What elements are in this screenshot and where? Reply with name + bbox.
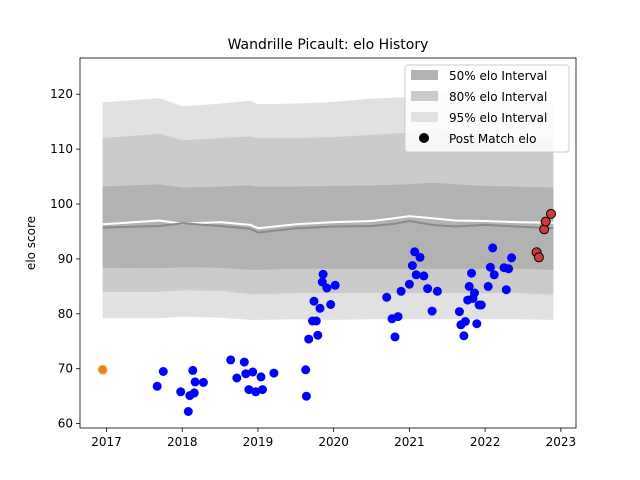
x-tick-label: 2021 xyxy=(394,435,425,449)
y-tick-label: 100 xyxy=(50,197,73,211)
match-point xyxy=(470,288,479,298)
match-point xyxy=(396,286,406,296)
x-tick-label: 2023 xyxy=(546,435,577,449)
match-point xyxy=(315,303,325,313)
x-tick-label: 2018 xyxy=(167,435,198,449)
match-point xyxy=(415,252,425,262)
match-point xyxy=(239,357,249,367)
match-point xyxy=(390,332,400,342)
x-tick-label: 2020 xyxy=(318,435,349,449)
match-point xyxy=(190,377,200,387)
match-point xyxy=(198,377,208,387)
match-point xyxy=(183,407,193,416)
legend-marker-post-match xyxy=(419,133,429,143)
recent-match-point xyxy=(540,216,551,227)
match-point xyxy=(244,385,254,395)
legend-label-95: 95% elo Interval xyxy=(449,111,547,125)
match-point xyxy=(476,300,486,310)
match-point xyxy=(501,285,511,295)
recent-match-point xyxy=(546,208,556,219)
match-point xyxy=(241,369,251,379)
match-point xyxy=(419,271,429,281)
match-point xyxy=(459,331,469,341)
y-axis: 60 70 80 90 100 110 120 xyxy=(50,87,80,431)
match-point xyxy=(411,270,421,280)
match-point xyxy=(393,312,403,322)
match-point xyxy=(311,316,321,326)
match-point xyxy=(326,300,336,309)
match-point xyxy=(483,281,493,291)
first-match-point xyxy=(97,364,108,375)
match-point xyxy=(472,319,482,329)
match-point xyxy=(507,253,517,263)
match-point xyxy=(158,367,168,376)
post-match-points xyxy=(97,208,556,416)
match-point xyxy=(427,306,437,316)
legend-swatch-95 xyxy=(411,112,438,122)
y-tick-label: 90 xyxy=(58,252,73,266)
y-tick-label: 120 xyxy=(50,87,73,101)
legend-swatch-80 xyxy=(411,91,438,101)
recent-match-point xyxy=(533,252,544,263)
match-point xyxy=(432,286,442,296)
match-point xyxy=(251,387,261,397)
match-point xyxy=(226,355,236,365)
match-point xyxy=(504,264,514,274)
match-point xyxy=(301,365,311,375)
y-tick-label: 60 xyxy=(58,417,73,431)
y-tick-label: 110 xyxy=(50,142,73,156)
match-point xyxy=(318,269,328,279)
match-point xyxy=(464,281,474,291)
y-tick-label: 70 xyxy=(58,362,73,376)
match-point xyxy=(460,317,470,326)
y-axis-label: elo score xyxy=(24,216,38,270)
match-point xyxy=(485,262,495,272)
match-point xyxy=(176,387,186,397)
axes-frame xyxy=(79,57,577,429)
match-point xyxy=(309,296,319,306)
legend-label-post-match: Post Match elo xyxy=(449,132,536,146)
legend: 50% elo Interval 80% elo Interval 95% el… xyxy=(404,64,570,153)
match-point xyxy=(330,280,340,290)
legend-swatch-50 xyxy=(411,70,438,80)
x-axis: 2017 2018 2019 2020 2021 2022 2023 xyxy=(91,428,576,449)
y-tick-label: 80 xyxy=(58,307,73,321)
match-point xyxy=(454,307,464,317)
match-point xyxy=(423,284,433,294)
match-point xyxy=(189,388,199,398)
x-tick-label: 2022 xyxy=(470,435,501,449)
match-point xyxy=(322,283,332,293)
match-point xyxy=(188,365,198,375)
x-tick-label: 2017 xyxy=(91,435,122,449)
match-point xyxy=(488,243,498,253)
match-point xyxy=(248,367,258,377)
legend-label-50: 50% elo Interval xyxy=(449,69,547,83)
match-point xyxy=(301,391,311,401)
x-tick-label: 2019 xyxy=(243,435,274,449)
chart-title: Wandrille Picault: elo History xyxy=(228,37,429,53)
match-point xyxy=(313,330,323,340)
match-point xyxy=(152,381,162,391)
match-point xyxy=(256,372,266,382)
match-point xyxy=(269,368,279,378)
mean-elo-line xyxy=(102,215,554,230)
legend-label-80: 80% elo Interval xyxy=(449,90,547,104)
match-point xyxy=(489,270,499,280)
match-point xyxy=(258,385,267,395)
match-point xyxy=(304,334,314,344)
match-point xyxy=(407,261,417,270)
match-point xyxy=(382,292,392,302)
match-point xyxy=(467,268,476,278)
median-elo-line xyxy=(102,219,554,234)
match-point xyxy=(404,279,414,289)
match-point xyxy=(232,373,242,383)
legend-frame xyxy=(404,64,570,153)
